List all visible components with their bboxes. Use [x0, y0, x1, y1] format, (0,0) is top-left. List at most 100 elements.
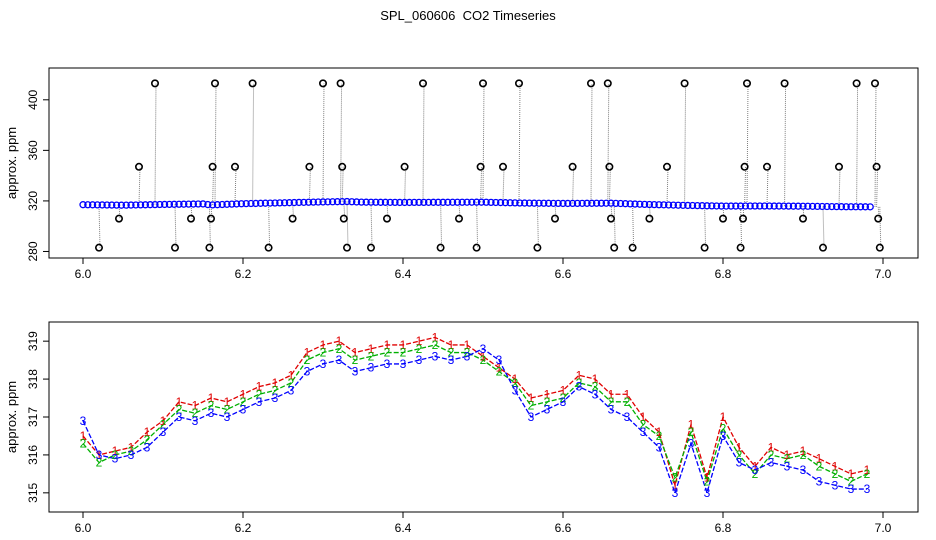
outlier-spike	[838, 166, 841, 207]
outlier-spike	[607, 83, 610, 204]
y-tick-label: 316	[26, 445, 40, 465]
baseline-point	[799, 202, 807, 210]
series-marker-2: 2	[112, 448, 119, 462]
baseline-point	[204, 200, 212, 209]
baseline-point	[117, 201, 126, 209]
series-marker-1: 1	[320, 338, 327, 352]
x-tick-label: 6.6	[555, 521, 572, 535]
outlier-point	[288, 214, 297, 223]
baseline-point	[252, 199, 260, 208]
baseline-point	[309, 198, 318, 206]
baseline-point	[578, 199, 586, 207]
baseline-point	[290, 198, 298, 207]
series-marker-3: 3	[496, 353, 503, 367]
series-marker-2: 2	[448, 346, 455, 360]
baseline-point	[650, 200, 658, 209]
baseline-point	[410, 198, 418, 207]
baseline-point	[852, 203, 860, 211]
series-marker-1: 1	[160, 414, 167, 428]
baseline-point	[660, 201, 668, 209]
baseline-point	[760, 202, 769, 210]
series-marker-2: 2	[272, 383, 279, 397]
baseline-point	[746, 202, 754, 210]
series-marker-3: 3	[336, 353, 343, 367]
baseline-point	[256, 199, 265, 207]
series-marker-1: 1	[592, 372, 599, 386]
series-marker-1: 1	[128, 440, 135, 454]
series-marker-3: 3	[592, 387, 599, 401]
baseline-point	[247, 199, 255, 208]
baseline-point	[703, 202, 711, 210]
outlier-spike	[744, 166, 747, 207]
baseline-point	[280, 199, 289, 207]
series-marker-1: 1	[672, 478, 679, 492]
baseline-point	[765, 202, 774, 210]
outlier-point	[852, 79, 861, 88]
baseline-point	[684, 201, 692, 210]
baseline-point	[780, 202, 788, 210]
baseline-point	[602, 199, 610, 207]
baseline-point	[266, 199, 274, 207]
outlier-spike	[212, 166, 215, 205]
series-marker-1: 1	[464, 338, 471, 352]
series-marker-1: 1	[704, 471, 711, 485]
baseline-point	[511, 199, 519, 207]
baseline-point	[482, 198, 490, 206]
baseline-point	[429, 198, 438, 206]
series-marker-2: 2	[608, 395, 615, 409]
baseline-point	[468, 198, 476, 206]
outlier-point	[115, 214, 124, 223]
outlier-point	[454, 214, 463, 223]
baseline-point	[304, 198, 313, 206]
baseline-point	[607, 199, 615, 207]
outlier-spike	[98, 204, 101, 248]
baseline-point	[314, 198, 322, 206]
baseline-point	[621, 200, 630, 208]
series-marker-3: 3	[768, 456, 775, 470]
baseline-point	[103, 201, 111, 209]
y-axis-label: approx. ppm	[4, 127, 19, 199]
series-marker-1: 1	[576, 368, 583, 382]
series-marker-2: 2	[576, 376, 583, 390]
series-marker-3: 3	[208, 406, 215, 420]
series-marker-2: 2	[320, 346, 327, 360]
baseline-point	[564, 199, 572, 208]
outlier-spike	[746, 83, 749, 207]
baseline-point	[583, 199, 591, 207]
series-line-1	[82, 336, 868, 488]
series-marker-3: 3	[640, 425, 647, 439]
outlier-point	[568, 162, 577, 171]
series-marker-3: 3	[80, 414, 87, 428]
series-marker-1: 1	[416, 334, 423, 348]
baseline-point	[165, 200, 174, 209]
outlier-point	[872, 162, 881, 171]
baseline-point	[727, 202, 735, 210]
baseline-point	[722, 202, 730, 210]
series-marker-3: 3	[144, 440, 151, 454]
baseline-point	[770, 202, 778, 210]
outlier-point	[870, 79, 879, 88]
outlier-spike	[480, 166, 483, 203]
baseline-point	[367, 198, 375, 206]
outlier-point	[533, 243, 542, 252]
series-marker-2: 2	[400, 346, 407, 360]
outlier-spike	[370, 202, 373, 248]
series-marker-2: 2	[704, 474, 711, 488]
series-marker-1: 1	[480, 349, 487, 363]
baseline-point	[112, 201, 121, 209]
outlier-spike	[268, 203, 271, 248]
baseline-point	[300, 198, 308, 207]
outlier-point	[231, 162, 240, 171]
baseline-point	[818, 202, 826, 211]
baseline-point	[492, 198, 500, 207]
outlier-spike	[404, 166, 407, 203]
series-marker-3: 3	[480, 342, 487, 356]
outlier-point	[338, 162, 347, 171]
outlier-spike	[666, 166, 669, 205]
outlier-spike	[874, 83, 877, 207]
series-marker-3: 3	[464, 349, 471, 363]
series-marker-3: 3	[272, 391, 279, 405]
outlier-point	[318, 79, 327, 88]
outlier-spike	[502, 166, 505, 203]
baseline-point	[573, 199, 582, 208]
